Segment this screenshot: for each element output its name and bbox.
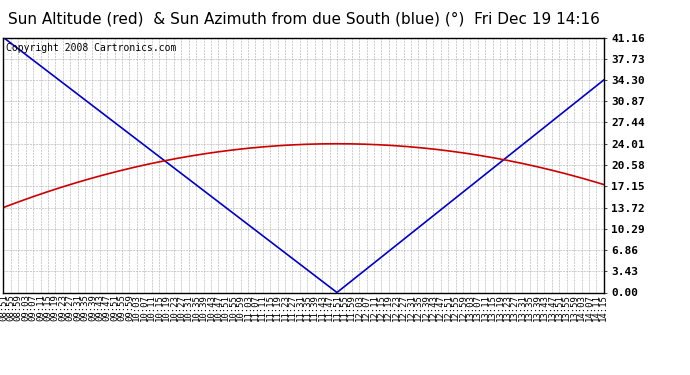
Text: Copyright 2008 Cartronics.com: Copyright 2008 Cartronics.com [6,43,177,52]
Text: Sun Altitude (red)  & Sun Azimuth from due South (blue) (°)  Fri Dec 19 14:16: Sun Altitude (red) & Sun Azimuth from du… [8,11,600,26]
